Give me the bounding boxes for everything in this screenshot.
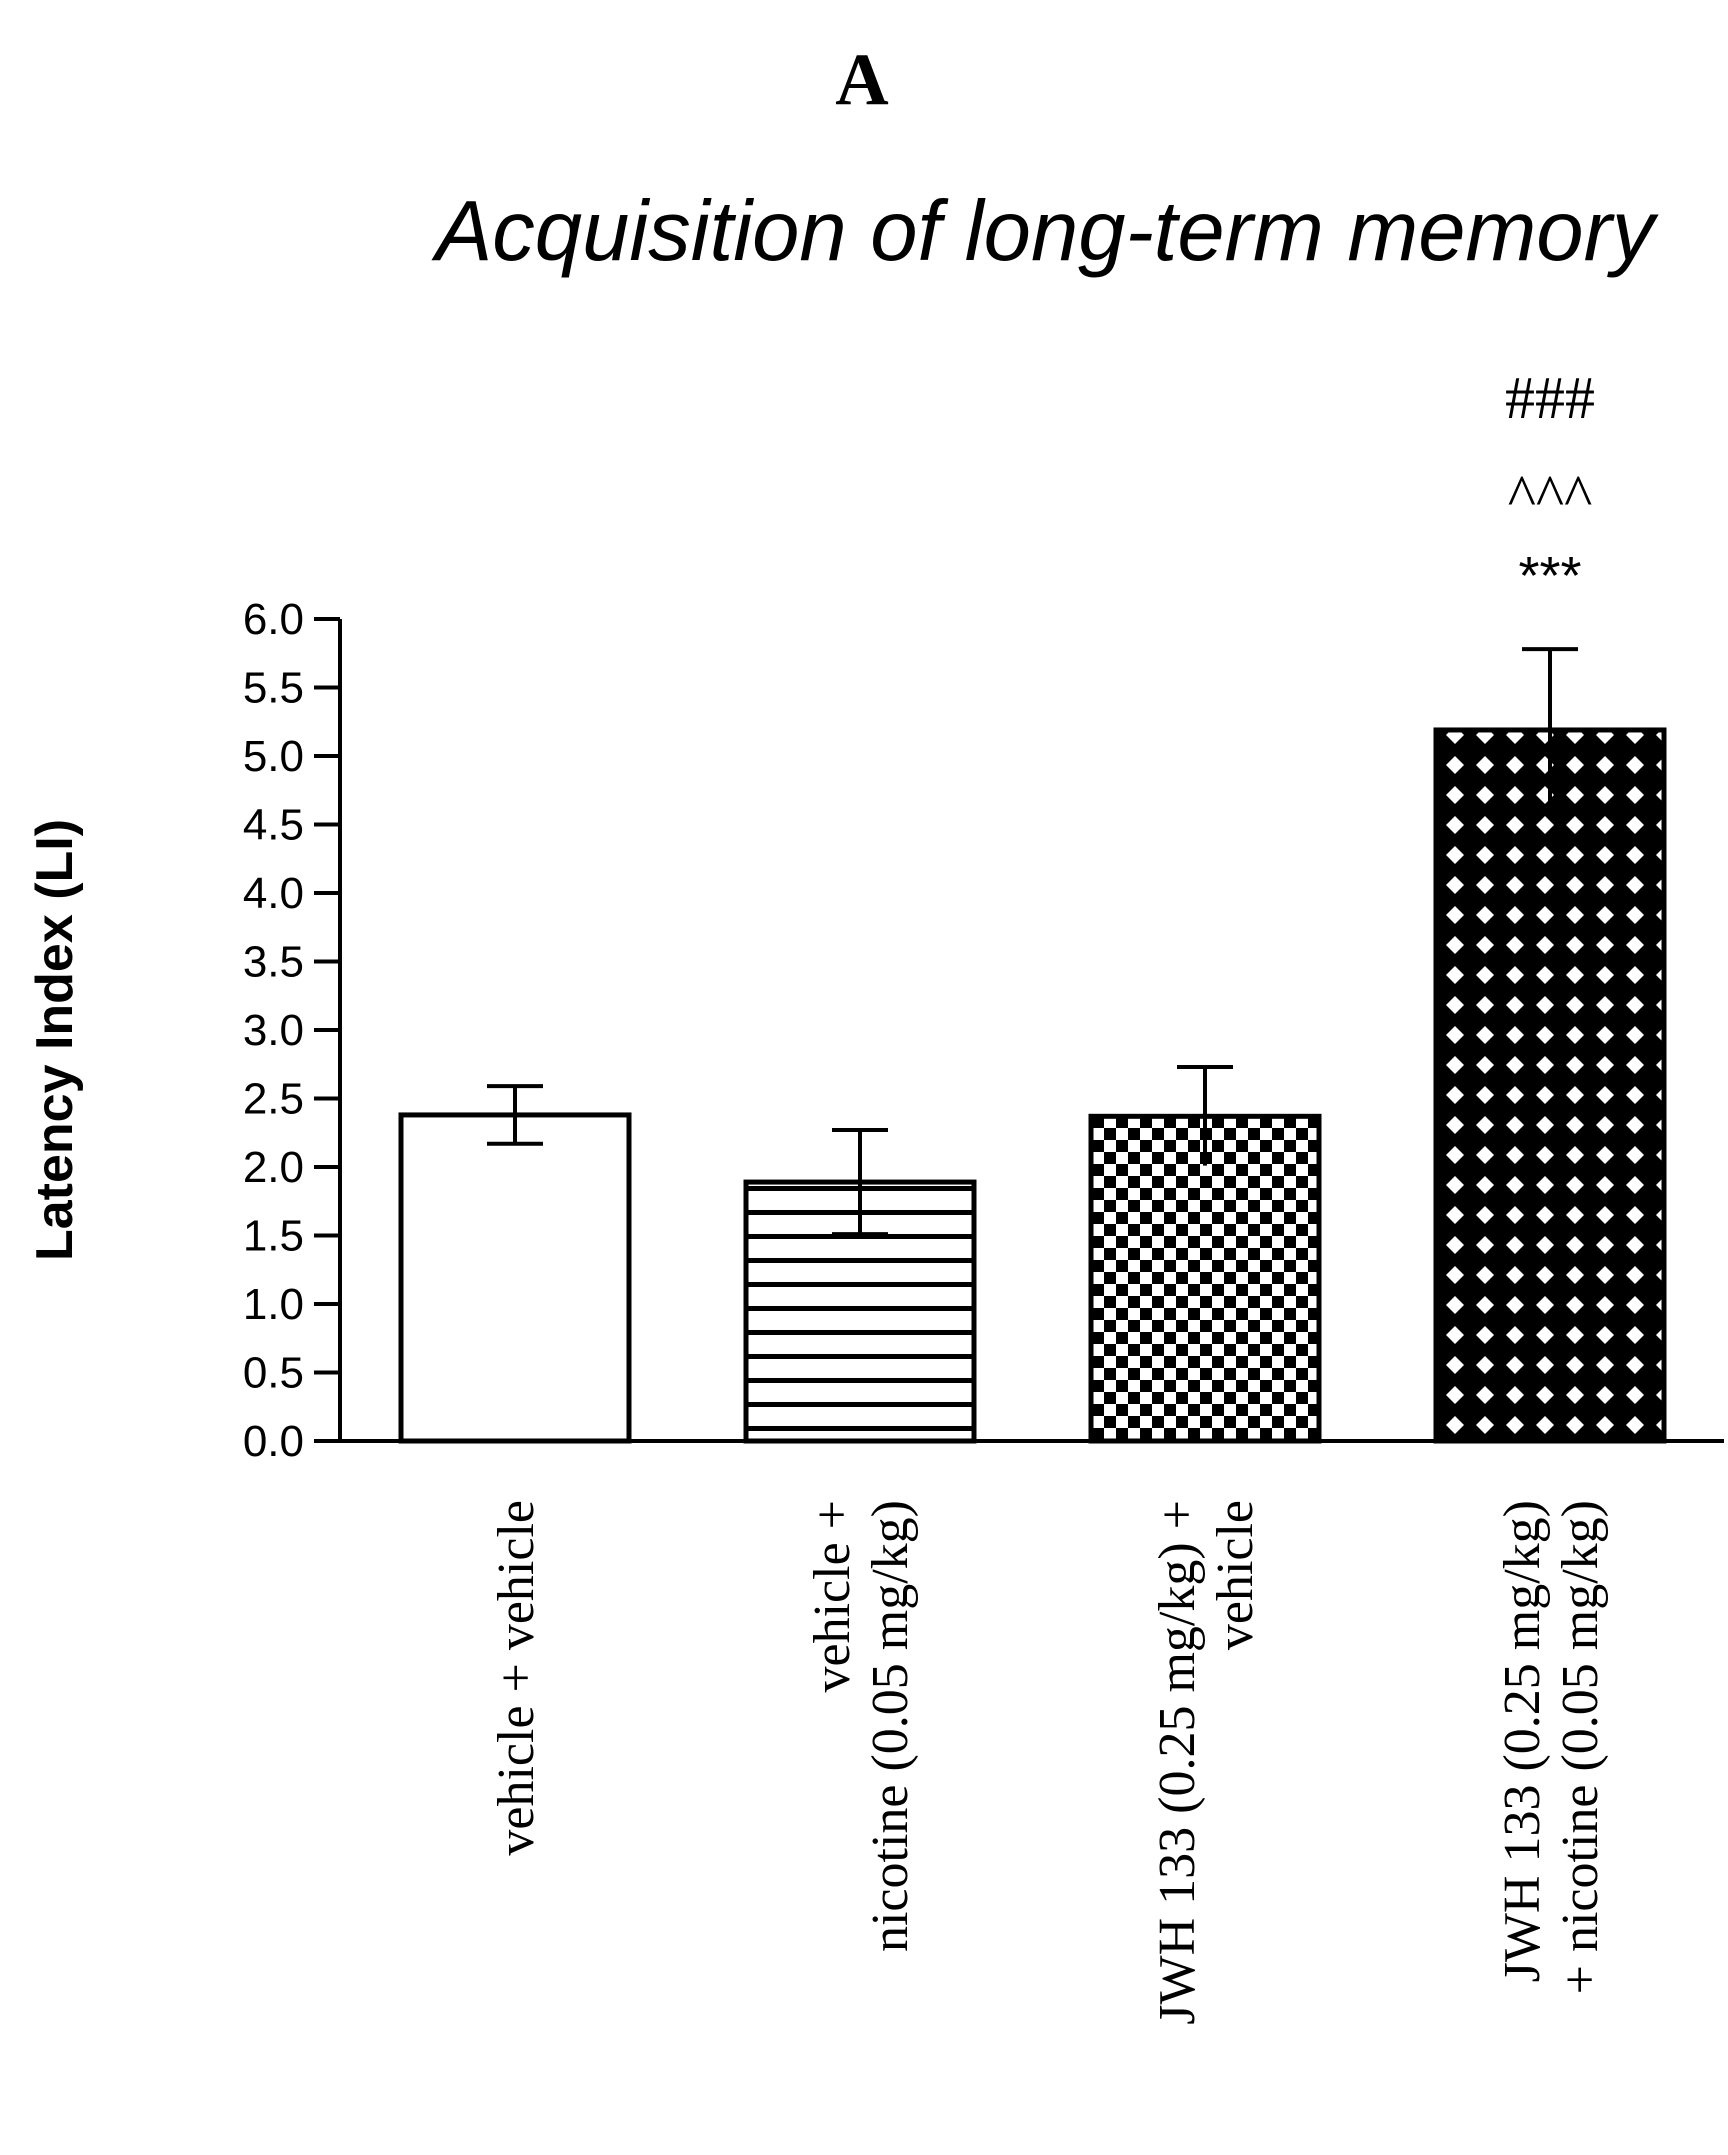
y-tick-label: 4.5 xyxy=(243,801,304,850)
bar xyxy=(1433,727,1667,1444)
category-label: nicotine (0.05 mg/kg) xyxy=(862,1500,919,1952)
significance-marker: *** xyxy=(1518,546,1581,606)
significance-marker: ^^^ xyxy=(1508,463,1592,529)
category-label: vehicle xyxy=(1207,1500,1264,1650)
y-tick-label: 5.0 xyxy=(243,732,304,781)
y-tick-label: 3.0 xyxy=(243,1006,304,1055)
y-tick-label: 1.5 xyxy=(243,1212,304,1261)
y-tick-label: 1.0 xyxy=(243,1280,304,1329)
y-tick-label: 2.5 xyxy=(243,1075,304,1124)
y-tick-label: 5.5 xyxy=(243,664,304,713)
y-tick-label: 4.0 xyxy=(243,869,304,918)
y-tick-label: 2.0 xyxy=(243,1143,304,1192)
category-label: JWH 133 (0.25 mg/kg) xyxy=(1494,1500,1551,1982)
axes: 0.0 0.5 1.0 1.5 2.0 2.5 3.0 3.5 4.0 4.5 5.0 5.5 6.0 xyxy=(243,595,1724,1466)
category-labels: vehicle + vehicle vehicle + nicotine (0.05… xyxy=(488,1500,1609,2025)
y-tick-label: 6.0 xyxy=(243,595,304,644)
y-tick-label: 0.5 xyxy=(243,1349,304,1398)
category-label: JWH 133 (0.25 mg/kg) + xyxy=(1149,1500,1206,2025)
y-tick-label: 3.5 xyxy=(243,938,304,987)
y-axis-label: Latency Index (LI) xyxy=(26,819,84,1261)
category-label: vehicle + vehicle xyxy=(488,1500,545,1856)
significance-annotations: ### ^^^ *** xyxy=(1505,365,1595,606)
bars xyxy=(398,647,1667,1444)
significance-marker: ### xyxy=(1505,365,1595,431)
panel-label: A xyxy=(835,39,888,121)
category-label: vehicle + xyxy=(804,1500,861,1692)
bar xyxy=(398,1112,632,1444)
chart-title: Acquisition of long-term memory xyxy=(431,184,1659,279)
category-label: + nicotine (0.05 mg/kg) xyxy=(1552,1500,1609,1994)
y-tick-label: 0.0 xyxy=(243,1417,304,1466)
